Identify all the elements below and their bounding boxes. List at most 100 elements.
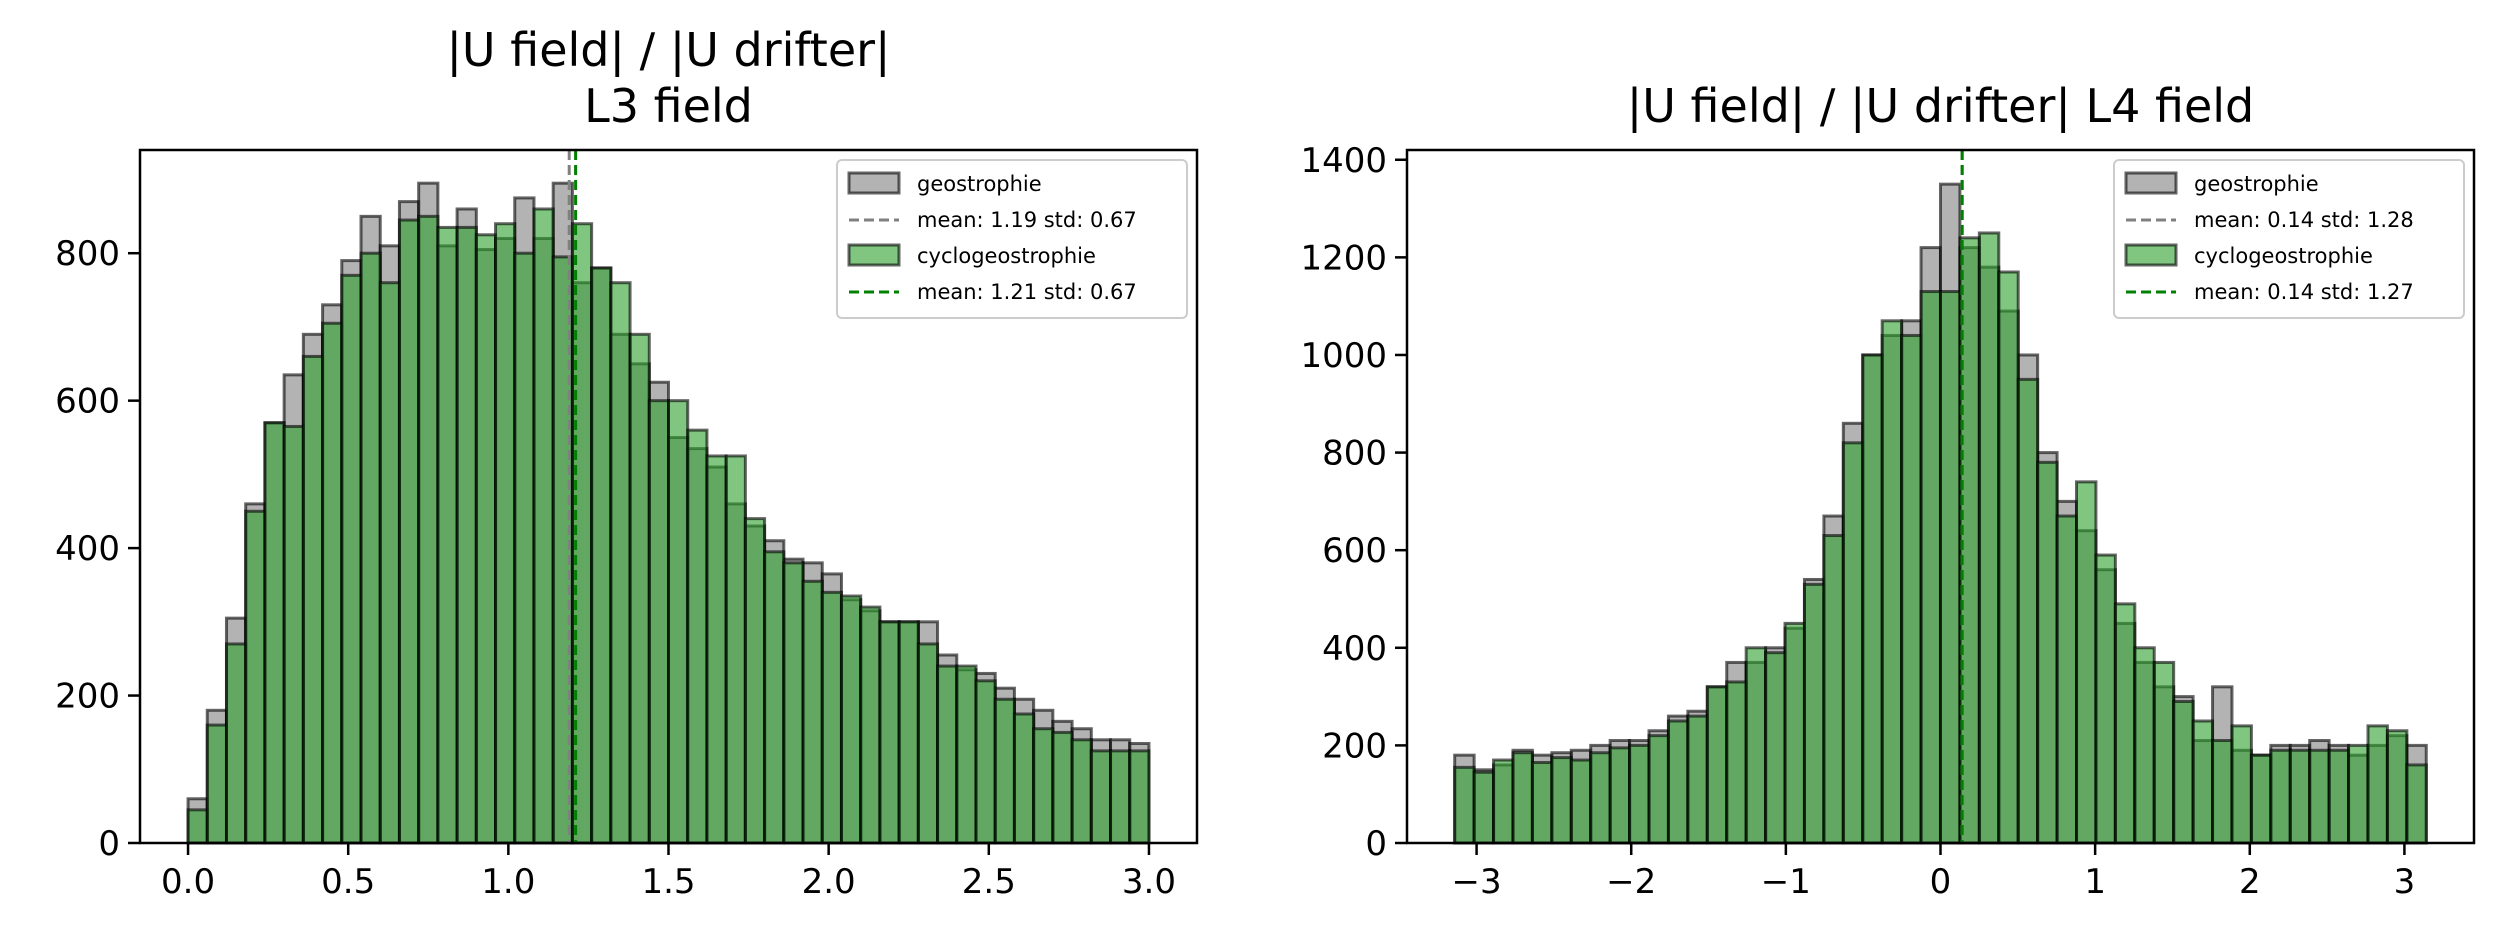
bar-cyclogeostrophie-39 — [936, 664, 959, 845]
legend-label: geostrophie — [2194, 172, 2319, 196]
bar-cyclogeostrophie-19 — [1822, 534, 1845, 845]
bar-cyclogeostrophie-12 — [1686, 714, 1709, 845]
x-tick-label: 0.0 — [161, 862, 215, 902]
bar-cyclogeostrophie-29 — [2016, 377, 2040, 845]
bar-cyclogeostrophie-36 — [878, 620, 901, 845]
bar-cyclogeostrophie-16 — [1764, 651, 1787, 845]
y-tick-label: 600 — [1322, 531, 1387, 571]
bar-cyclogeostrophie-9 — [359, 251, 382, 845]
bar-cyclogeostrophie-29 — [743, 517, 767, 845]
x-tick-label: −1 — [1761, 862, 1811, 902]
bar-cyclogeostrophie-10 — [378, 281, 401, 845]
bar-cyclogeostrophie-22 — [609, 281, 632, 845]
bar-cyclogeostrophie-30 — [763, 550, 786, 845]
legend-frame — [836, 159, 1188, 319]
bar-cyclogeostrophie-34 — [2113, 602, 2137, 845]
bar-cyclogeostrophie-47 — [2366, 724, 2389, 845]
bar-cyclogeostrophie-9 — [1628, 743, 1651, 845]
y-tick-label: 1000 — [1300, 336, 1387, 376]
bar-cyclogeostrophie-17 — [1783, 621, 1806, 845]
x-tick-label: 1.0 — [481, 862, 535, 902]
legend-label: mean: 0.14 std: 1.28 — [2194, 208, 2414, 232]
bar-cyclogeostrophie-28 — [724, 454, 747, 845]
bar-cyclogeostrophie-49 — [1128, 749, 1151, 845]
bar-cyclogeostrophie-30 — [2036, 460, 2059, 845]
bar-cyclogeostrophie-4 — [263, 421, 286, 845]
bar-cyclogeostrophie-27 — [1977, 231, 2001, 845]
x-tick-label: 3.0 — [1122, 862, 1176, 902]
bar-cyclogeostrophie-13 — [1705, 685, 1729, 845]
legend-label: geostrophie — [917, 172, 1042, 196]
bar-cyclogeostrophie-38 — [916, 642, 940, 845]
chart-title: |U field| / |U drifter| L4 field — [1627, 79, 2255, 134]
bar-cyclogeostrophie-6 — [1569, 758, 1593, 845]
y-tick-label: 0 — [98, 824, 120, 864]
y-tick-label: 800 — [1322, 434, 1387, 474]
bar-cyclogeostrophie-22 — [1880, 319, 1904, 845]
bar-cyclogeostrophie-43 — [1012, 712, 1036, 845]
bar-cyclogeostrophie-3 — [244, 509, 267, 845]
bar-cyclogeostrophie-45 — [1051, 730, 1074, 845]
legend-swatch-geostrophie — [847, 171, 901, 195]
bar-cyclogeostrophie-10 — [1647, 734, 1670, 845]
x-tick-label: 2.0 — [802, 862, 856, 902]
legend-label: mean: 1.19 std: 0.67 — [917, 208, 1137, 232]
bar-cyclogeostrophie-2 — [1492, 758, 1515, 845]
bar-cyclogeostrophie-11 — [1666, 719, 1690, 845]
bar-cyclogeostrophie-20 — [1841, 441, 1865, 845]
bar-cyclogeostrophie-25 — [1938, 290, 1962, 845]
bar-cyclogeostrophie-41 — [974, 679, 997, 845]
x-tick-label: −3 — [1452, 862, 1502, 902]
y-tick-label: 1400 — [1300, 141, 1387, 181]
chart-title: L3 field — [584, 79, 753, 133]
y-tick-label: 400 — [1322, 629, 1387, 669]
bar-cyclogeostrophie-32 — [2075, 480, 2098, 845]
bar-cyclogeostrophie-5 — [282, 424, 305, 845]
y-tick-label: 800 — [55, 234, 120, 274]
bar-cyclogeostrophie-24 — [1919, 290, 1942, 845]
legend: geostrophie mean: 0.14 std: 1.28 cyclogeos… — [2113, 159, 2465, 319]
bar-cyclogeostrophie-15 — [1744, 646, 1768, 845]
bar-cyclogeostrophie-5 — [1550, 756, 1573, 845]
legend-label: mean: 0.14 std: 1.27 — [2194, 280, 2414, 304]
bar-cyclogeostrophie-40 — [2230, 724, 2253, 845]
bar-cyclogeostrophie-7 — [1589, 751, 1612, 845]
bar-cyclogeostrophie-44 — [2308, 748, 2331, 845]
bar-cyclogeostrophie-38 — [2191, 719, 2215, 845]
x-tick-label: 0 — [1930, 862, 1952, 902]
bar-cyclogeostrophie-11 — [397, 218, 421, 845]
bar-cyclogeostrophie-35 — [859, 605, 882, 845]
bar-cyclogeostrophie-48 — [2385, 729, 2409, 845]
y-tick-label: 0 — [1365, 824, 1387, 864]
bar-cyclogeostrophie-21 — [1861, 353, 1884, 845]
bar-cyclogeostrophie-37 — [897, 620, 920, 845]
bar-cyclogeostrophie-47 — [1089, 749, 1113, 845]
legend: geostrophie mean: 1.19 std: 0.67 cyclogeos… — [836, 159, 1188, 319]
bar-cyclogeostrophie-8 — [340, 273, 363, 845]
bar-cyclogeostrophie-6 — [301, 354, 325, 845]
bar-cyclogeostrophie-48 — [1109, 749, 1132, 845]
x-tick-label: −2 — [1606, 862, 1656, 902]
bar-cyclogeostrophie-42 — [993, 697, 1016, 845]
bar-cyclogeostrophie-23 — [628, 332, 651, 845]
bar-cyclogeostrophie-36 — [2152, 660, 2176, 845]
bar-cyclogeostrophie-7 — [321, 321, 344, 845]
y-tick-label: 200 — [1322, 726, 1387, 766]
bar-cyclogeostrophie-16 — [494, 222, 517, 845]
bar-cyclogeostrophie-25 — [667, 399, 690, 845]
legend-label: mean: 1.21 std: 0.67 — [917, 280, 1137, 304]
bar-cyclogeostrophie-8 — [1608, 746, 1632, 845]
series-cyclogeostrophie — [186, 207, 1151, 845]
bar-cyclogeostrophie-12 — [417, 214, 440, 845]
bar-cyclogeostrophie-42 — [2269, 748, 2292, 845]
x-tick-label: 2.5 — [962, 862, 1016, 902]
bar-cyclogeostrophie-43 — [2288, 748, 2312, 845]
bar-cyclogeostrophie-15 — [474, 233, 498, 845]
bar-cyclogeostrophie-44 — [1032, 727, 1055, 845]
bar-cyclogeostrophie-24 — [647, 399, 670, 845]
bar-cyclogeostrophie-0 — [1453, 765, 1476, 845]
x-tick-label: 1 — [2084, 862, 2106, 902]
bar-cyclogeostrophie-31 — [782, 561, 805, 845]
bar-cyclogeostrophie-33 — [2094, 553, 2117, 845]
bar-cyclogeostrophie-14 — [1725, 680, 1748, 845]
